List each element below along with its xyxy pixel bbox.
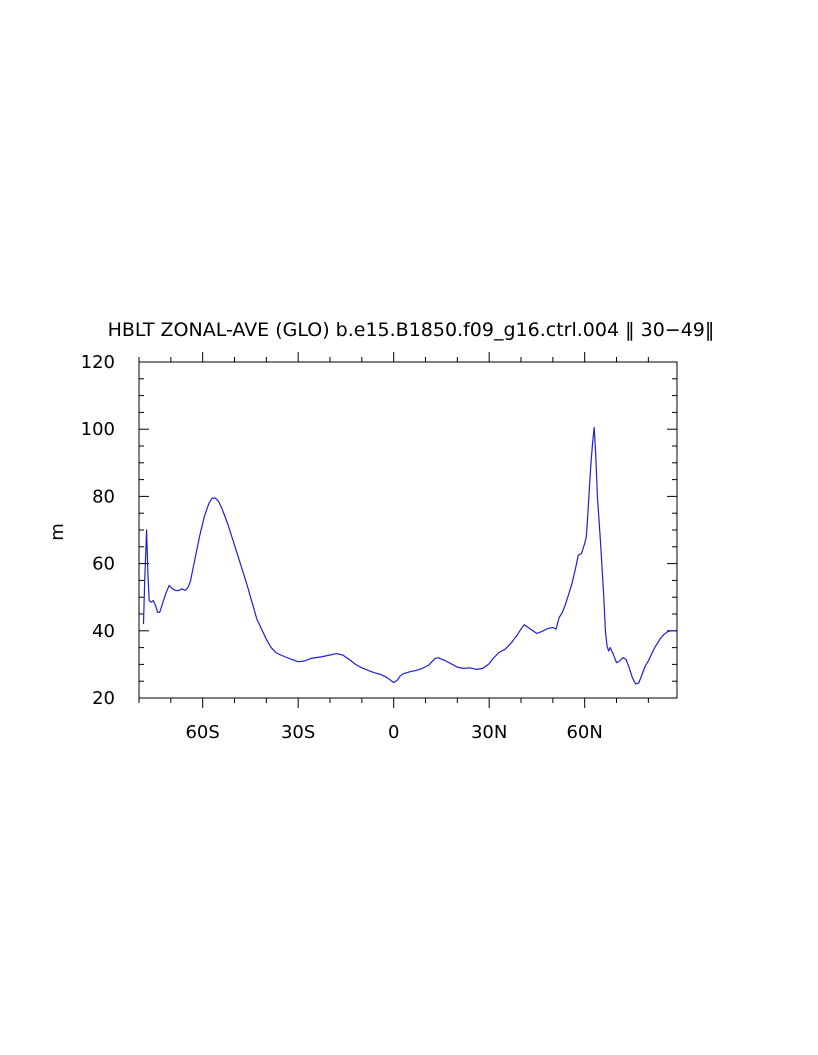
- x-tick-label: 60S: [185, 722, 219, 743]
- axis-ticks: [138, 352, 677, 708]
- x-tick-label: 30N: [471, 722, 507, 743]
- y-tick-label: 120: [81, 352, 115, 373]
- y-tick-label: 80: [92, 486, 115, 507]
- series-layer: [142, 426, 677, 685]
- chart-title: HBLT ZONAL-AVE (GLO) b.e15.B1850.f09_g16…: [108, 319, 715, 341]
- y-tick-label: 100: [81, 419, 115, 440]
- y-tick-label: 60: [92, 554, 115, 575]
- axis-tick-labels: 20 40 60 80 100 120 60S 30S 0 30N 60N: [81, 352, 603, 743]
- series-line: [142, 426, 677, 685]
- plot-frame: [138, 361, 678, 699]
- x-tick-label: 60N: [566, 722, 602, 743]
- x-tick-label: 30S: [281, 722, 315, 743]
- y-tick-label: 40: [92, 621, 115, 642]
- x-tick-label: 0: [388, 722, 399, 743]
- y-axis-label: m: [47, 523, 68, 541]
- y-tick-label: 20: [92, 688, 115, 709]
